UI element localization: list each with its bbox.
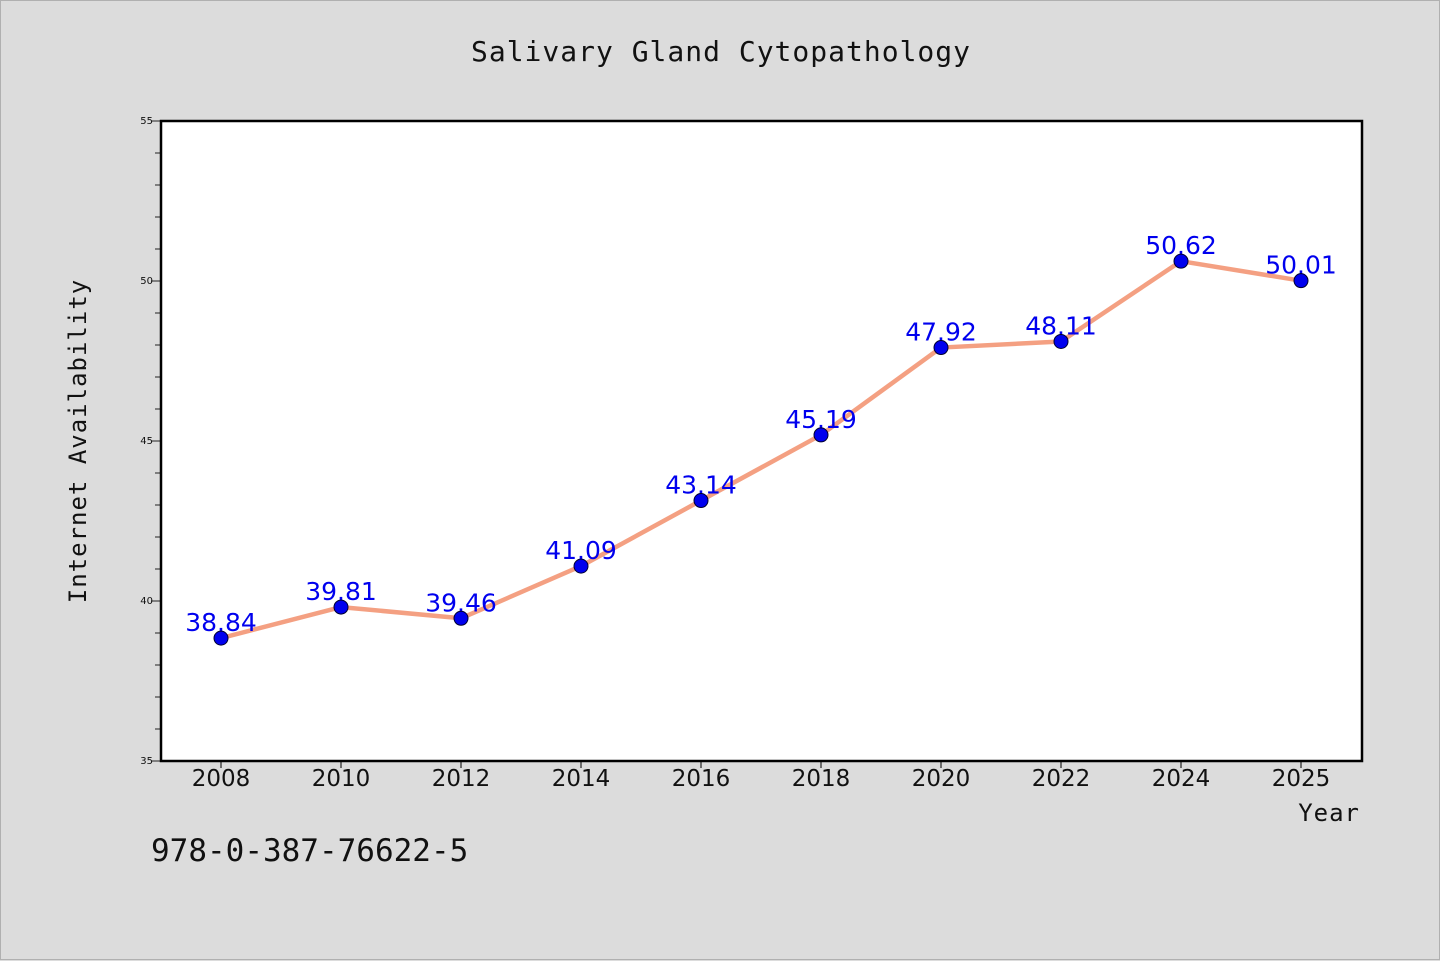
y-tick-label: 45: [140, 436, 153, 447]
data-point: [213, 630, 229, 646]
chart-title: Salivary Gland Cytopathology: [470, 35, 971, 68]
data-point: [333, 599, 349, 615]
plot-frame: [159, 119, 1364, 763]
data-point: [453, 610, 469, 626]
x-tick-label: 2025: [1272, 766, 1331, 792]
y-tick-label: 40: [140, 596, 153, 607]
y-axis-title: Internet Availability: [64, 279, 92, 603]
data-point: [573, 558, 589, 574]
footer-code: 978-0-387-76622-5: [151, 833, 469, 869]
plot-area: [161, 121, 1362, 761]
y-tick-label: 50: [140, 276, 153, 287]
data-point: [693, 493, 709, 509]
x-axis-title: Year: [1298, 799, 1360, 827]
x-tick-label: 2024: [1152, 766, 1211, 792]
x-tick-label: 2018: [792, 766, 851, 792]
y-tick-label: 35: [140, 756, 153, 767]
y-tick-label: 55: [140, 116, 153, 127]
x-tick-label: 2012: [432, 766, 491, 792]
x-tick-label: 2016: [672, 766, 731, 792]
data-point: [933, 340, 949, 356]
x-tick-label: 2020: [912, 766, 971, 792]
series-line: [220, 258, 1302, 641]
data-point: [1053, 333, 1069, 349]
x-tick-label: 2022: [1032, 766, 1091, 792]
x-tick-label: 2008: [192, 766, 251, 792]
data-point: [1293, 273, 1309, 289]
data-point: [1173, 253, 1189, 269]
x-tick-label: 2014: [552, 766, 611, 792]
x-tick-label: 2010: [312, 766, 371, 792]
data-point: [813, 427, 829, 443]
